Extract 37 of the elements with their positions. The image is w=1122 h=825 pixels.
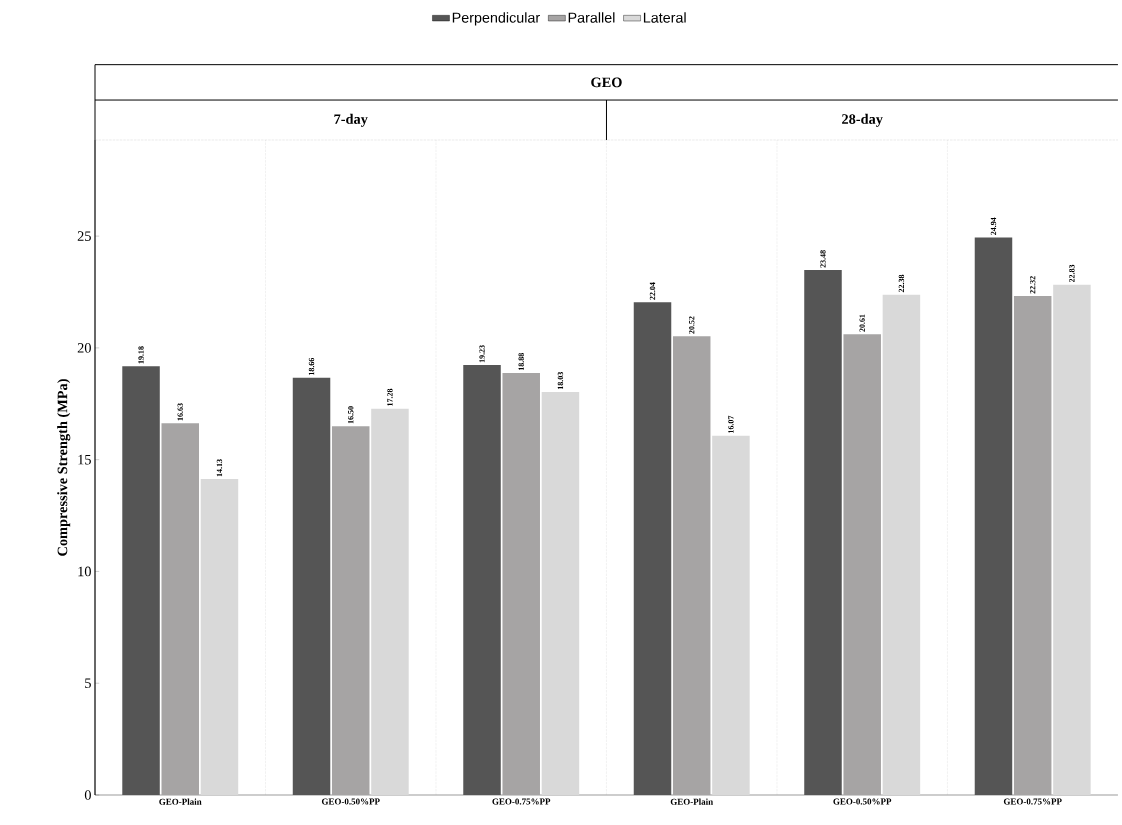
bar	[974, 237, 1013, 795]
text: 28-day	[842, 113, 883, 127]
legend-label: Lateral	[643, 12, 686, 23]
bar	[371, 408, 409, 795]
bar	[200, 479, 239, 795]
bar	[843, 334, 881, 795]
bar	[161, 423, 199, 795]
y-tick-label: 25	[77, 231, 91, 241]
x-tick-label: GEO-Plain	[159, 798, 202, 805]
y-tick-label: 15	[78, 454, 91, 465]
chart-title: GEO	[591, 77, 622, 88]
legend-label: Perpendicular	[452, 12, 540, 26]
bar	[804, 270, 842, 795]
x-tick-label: GEO-0.50%PP	[321, 798, 380, 805]
bar	[1013, 296, 1052, 795]
x-tick-label: GEO-0.75%PP	[1003, 798, 1062, 805]
bar	[541, 391, 580, 795]
x-tick-label: GEO-0.50%PP	[833, 798, 892, 805]
y-axis-title: Compressive Strength (MPa)	[57, 379, 71, 556]
y-tick-label: 10	[78, 566, 91, 577]
text: 7-day	[334, 113, 368, 127]
bar	[502, 372, 540, 795]
legend-label: Parallel	[568, 12, 615, 23]
y-tick-label: 0	[84, 790, 91, 800]
bar	[463, 365, 501, 795]
bar	[292, 377, 331, 795]
bar	[633, 302, 672, 795]
bar	[672, 336, 711, 795]
bar	[331, 426, 370, 795]
x-tick-label: GEO-0.75%PP	[492, 798, 551, 805]
y-tick-label: 20	[77, 343, 91, 353]
bar	[1053, 284, 1091, 795]
bar	[122, 366, 160, 795]
bar	[712, 435, 750, 795]
x-tick-label: GEO-Plain	[670, 798, 714, 805]
bar	[882, 294, 921, 795]
y-tick-label: 5	[85, 678, 91, 688]
